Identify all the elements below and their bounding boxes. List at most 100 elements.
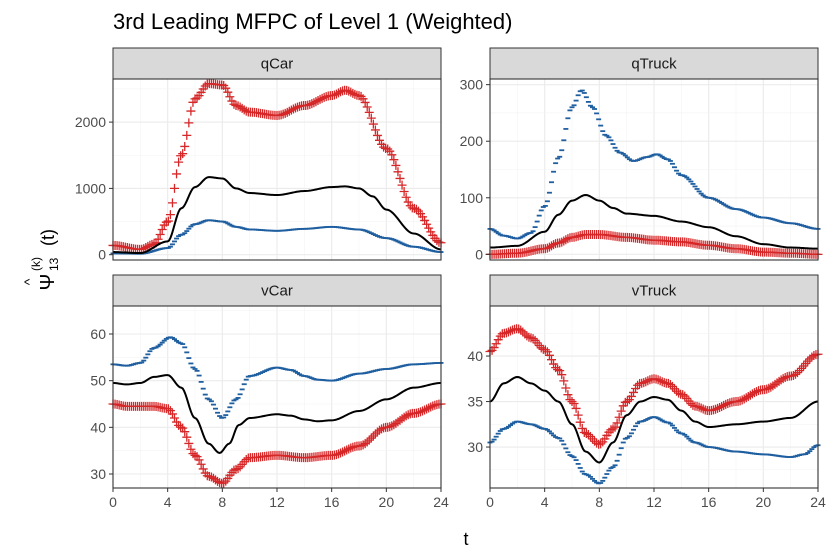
strip-vcar <box>112 274 442 307</box>
plus-marker <box>198 464 208 474</box>
plus-marker <box>286 105 296 115</box>
plus-marker <box>241 454 251 464</box>
plus-marker <box>225 92 235 102</box>
plus-marker <box>413 408 423 418</box>
plus-marker <box>370 125 380 135</box>
x-tick-label: 12 <box>646 494 662 510</box>
plus-marker <box>424 223 434 233</box>
plus-marker <box>723 399 733 409</box>
plus-marker <box>372 130 382 140</box>
plus-marker <box>178 149 188 159</box>
plus-marker <box>522 331 532 341</box>
y-tick-label: 200 <box>460 133 484 149</box>
y-axis-title-argument: (t) <box>38 229 58 246</box>
series-minus <box>110 336 444 419</box>
plus-marker <box>145 240 155 250</box>
plus-marker <box>184 118 194 128</box>
panel-qcar: qCar 0 1000 2000 <box>75 47 446 263</box>
plus-marker <box>391 160 401 170</box>
plus-marker <box>420 215 430 225</box>
plus-marker <box>416 407 425 417</box>
plus-marker <box>305 99 315 109</box>
strip-label-qcar: qCar <box>261 56 294 73</box>
plus-marker <box>172 169 182 179</box>
strip-label-qtruck: qTruck <box>631 56 677 73</box>
plus-marker <box>614 412 624 422</box>
plus-marker <box>737 395 747 405</box>
plus-marker <box>233 464 243 474</box>
plus-marker <box>809 351 819 361</box>
plus-marker <box>331 89 341 99</box>
plus-marker <box>239 105 249 115</box>
plus-marker <box>276 110 286 120</box>
y-tick-label: 1000 <box>75 180 106 196</box>
plus-marker <box>542 243 552 253</box>
plus-marker <box>418 406 428 416</box>
plus-marker <box>563 390 573 400</box>
y-axis-title: ^ Ψ (k) 13 (t) <box>21 229 61 290</box>
plus-marker <box>547 355 556 365</box>
plus-marker <box>204 471 214 481</box>
plus-marker <box>577 423 587 433</box>
plus-marker <box>362 437 372 447</box>
plus-marker <box>528 334 538 344</box>
plus-marker <box>340 446 350 456</box>
plus-marker <box>334 449 343 459</box>
plus-marker <box>688 400 698 410</box>
plus-marker <box>713 403 723 413</box>
plus-marker <box>319 92 329 102</box>
plus-marker <box>157 224 167 234</box>
plus-marker <box>503 327 513 337</box>
plus-marker <box>708 405 718 415</box>
plus-marker <box>223 87 233 97</box>
plus-marker <box>350 89 360 99</box>
x-tick-label: 0 <box>486 494 494 510</box>
series-mean-line <box>112 374 442 455</box>
plus-marker <box>346 87 356 97</box>
plus-marker <box>170 183 179 193</box>
plus-marker <box>715 402 725 412</box>
plus-marker <box>155 230 165 240</box>
plus-marker <box>165 210 175 220</box>
series-plus <box>108 399 446 488</box>
plus-marker <box>213 476 223 486</box>
plus-marker <box>401 411 411 421</box>
plus-marker <box>196 459 206 469</box>
plus-marker <box>489 343 499 353</box>
x-tick-label: 24 <box>433 494 449 510</box>
plus-marker <box>698 404 708 414</box>
plus-marker <box>221 83 231 93</box>
plus-marker <box>194 455 204 465</box>
plus-marker <box>336 87 346 97</box>
plus-marker <box>678 390 688 400</box>
plus-marker <box>342 85 352 95</box>
plus-marker <box>329 90 339 100</box>
plus-marker <box>665 379 675 389</box>
plus-marker <box>288 104 298 114</box>
plus-marker <box>395 173 405 183</box>
plus-marker <box>317 93 327 103</box>
plus-marker <box>612 418 622 428</box>
plus-marker <box>622 396 632 406</box>
plus-marker <box>610 422 620 432</box>
plus-marker <box>645 375 655 385</box>
strip-label-vcar: vCar <box>261 283 293 300</box>
series-plus <box>485 324 823 449</box>
plus-marker <box>501 328 511 338</box>
y-tick-label: 2000 <box>75 114 106 130</box>
x-tick-label: 0 <box>109 494 117 510</box>
plus-marker <box>290 103 300 113</box>
plus-marker <box>280 108 290 118</box>
gridlines <box>112 79 442 260</box>
series-mean-line <box>112 176 442 255</box>
plus-marker <box>153 234 163 244</box>
chart-title: 3rd Leading MFPC of Level 1 (Weighted) <box>113 9 512 34</box>
plus-marker <box>491 339 501 349</box>
plus-marker <box>219 478 229 488</box>
plus-marker <box>583 430 593 440</box>
y-axis-title-subscript: 13 <box>47 257 61 271</box>
plus-marker <box>426 402 436 412</box>
plus-marker <box>229 99 239 109</box>
plus-marker <box>180 427 190 437</box>
